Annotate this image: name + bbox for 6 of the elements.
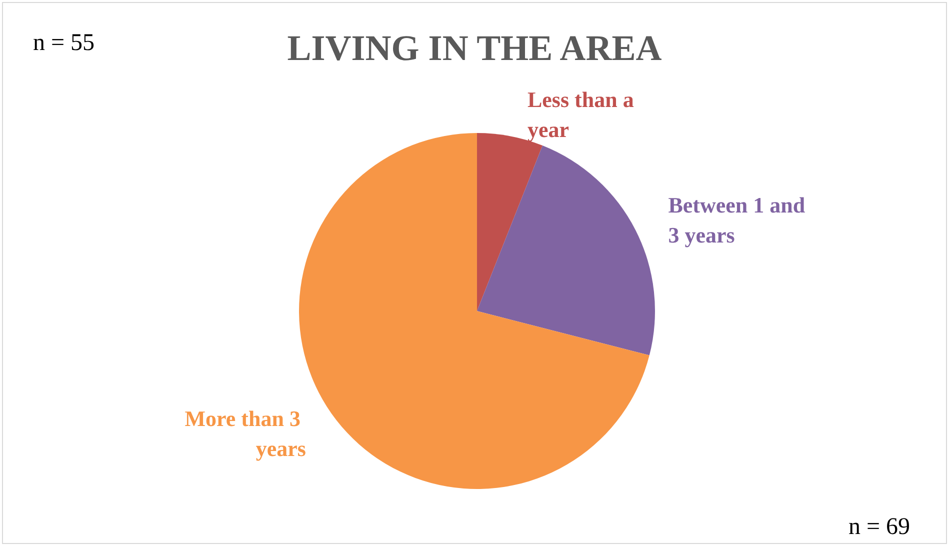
chart-title: LIVING IN THE AREA (287, 28, 662, 68)
slice-label: Between 1 and 3 years (668, 192, 811, 248)
slice-label: More than 3 years (184, 406, 306, 462)
text: n = 55 (33, 30, 95, 56)
slice-label: Less than a year (527, 87, 640, 142)
text: n = 69 (848, 514, 910, 540)
